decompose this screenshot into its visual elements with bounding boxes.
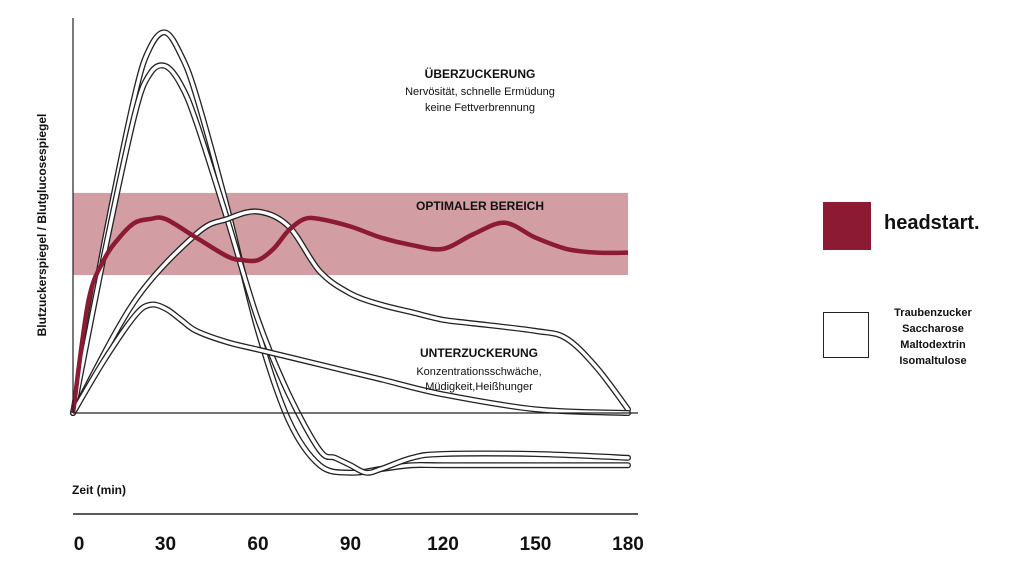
x-tick-label: 60 <box>247 534 268 555</box>
series-line-isomaltulose <box>70 301 631 416</box>
high-annotation-line-2: keine Fettverbrennung <box>425 102 535 114</box>
legend-swatch-headstart <box>823 202 871 250</box>
high-annotation-title: ÜBERZUCKERUNG <box>425 66 536 81</box>
legend-label-headstart: headstart. <box>884 212 980 234</box>
x-tick-label: 180 <box>612 534 644 555</box>
high-annotation-line-1: Nervösität, schnelle Ermüdung <box>405 86 555 98</box>
optimal-range-band <box>73 192 628 275</box>
legend-list-others: Traubenzucker Saccharose Maltodextrin Is… <box>878 305 988 369</box>
legend-item: Traubenzucker <box>894 307 972 319</box>
legend-item: Maltodextrin <box>900 339 966 351</box>
low-annotation-line-1: Konzentrationsschwäche, <box>416 366 541 378</box>
x-tick-labels: 0 30 60 90 120 150 180 <box>74 534 644 555</box>
legend-item: Saccharose <box>902 323 964 335</box>
y-axis-title: Blutzuckerspiegel / Blutglucosespiegel <box>35 114 49 337</box>
x-tick-label: 0 <box>74 534 85 555</box>
series-layer <box>70 29 631 476</box>
x-axis-title: Zeit (min) <box>72 483 126 497</box>
series-line-headstart <box>70 215 629 414</box>
low-annotation-line-2: Müdigkeit,Heißhunger <box>425 381 533 393</box>
low-annotation-title: UNTERZUCKERUNG <box>420 346 538 360</box>
x-tick-label: 90 <box>340 534 361 555</box>
band-label: OPTIMALER BEREICH <box>416 199 544 213</box>
series-line-maltodextrin <box>70 208 631 416</box>
legend-item: Isomaltulose <box>899 355 967 367</box>
x-tick-label: 30 <box>155 534 176 555</box>
legend-swatch-others <box>823 312 869 358</box>
x-tick-label: 120 <box>427 534 459 555</box>
x-tick-label: 150 <box>520 534 552 555</box>
